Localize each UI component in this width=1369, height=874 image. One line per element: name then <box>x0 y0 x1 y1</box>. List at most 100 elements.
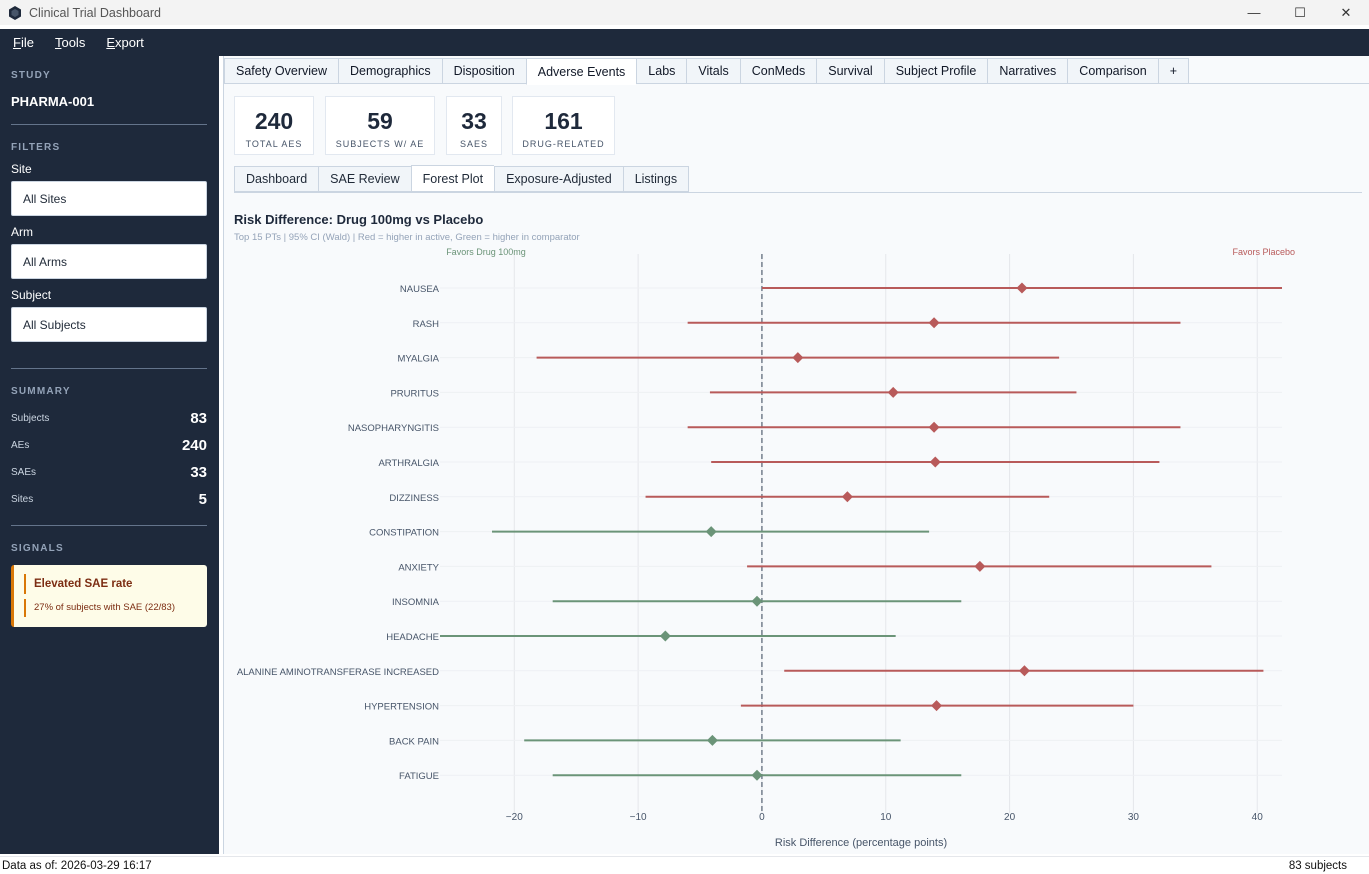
kpi-label: TOTAL AES <box>245 139 303 149</box>
signals-heading: SIGNALS <box>11 543 64 554</box>
tab-subject-profile[interactable]: Subject Profile <box>883 58 988 84</box>
tab-narratives[interactable]: Narratives <box>987 58 1068 84</box>
risk-difference-point <box>929 456 941 468</box>
subtab-forest-plot[interactable]: Forest Plot <box>410 165 495 192</box>
y-tick-label: ALANINE AMINOTRANSFERASE INCREASED <box>237 667 439 678</box>
risk-difference-point <box>928 421 940 433</box>
forest-plot: Favors Drug 100mg Favors Placebo NAUSEA RAS… <box>237 247 1295 849</box>
x-tick-label: −10 <box>630 812 647 823</box>
kpi-value: 240 <box>254 108 294 134</box>
sidebar-divider <box>11 368 207 369</box>
main-panel: Safety Overview Demographics Disposition… <box>223 56 1369 854</box>
add-tab-button[interactable]: + <box>1157 58 1189 84</box>
menu-file[interactable]: File <box>13 35 34 50</box>
summary-value: 33 <box>190 464 207 481</box>
site-filter-select[interactable]: All Sites <box>11 181 207 216</box>
arm-filter-select[interactable]: All Arms <box>11 244 207 279</box>
chart-title: Risk Difference: Drug 100mg vs Placebo <box>234 212 484 227</box>
favors-placebo-annotation: Favors Placebo <box>1232 247 1295 257</box>
main-tabs: Safety Overview Demographics Disposition… <box>224 58 1189 85</box>
tab-vitals[interactable]: Vitals <box>686 58 740 84</box>
x-tick-label: 10 <box>880 812 892 823</box>
sidebar: STUDY PHARMA-001 FILTERS Site All Sites … <box>0 56 219 854</box>
menu-bar: File Tools Export <box>0 29 1369 56</box>
study-heading: STUDY <box>11 70 51 81</box>
tab-conmeds[interactable]: ConMeds <box>739 58 817 84</box>
minimize-button[interactable]: — <box>1247 5 1261 20</box>
app-logo-icon <box>9 5 21 20</box>
close-button[interactable]: ✕ <box>1340 4 1352 20</box>
y-tick-label: DIZZINESS <box>389 493 439 504</box>
x-tick-label: 20 <box>1004 812 1016 823</box>
y-tick-label: RASH <box>413 319 440 330</box>
risk-difference-point <box>841 491 853 503</box>
tab-survival[interactable]: Survival <box>816 58 884 84</box>
summary-heading: SUMMARY <box>11 386 71 397</box>
risk-difference-point <box>928 317 940 329</box>
study-name: PHARMA-001 <box>11 94 95 109</box>
maximize-button[interactable]: ☐ <box>1294 4 1306 20</box>
kpi-value: 59 <box>367 108 393 134</box>
risk-difference-point <box>706 734 718 746</box>
y-tick-label: ARTHRALGIA <box>378 458 439 469</box>
filters-heading: FILTERS <box>11 142 61 153</box>
y-tick-label: FATIGUE <box>399 771 439 782</box>
risk-difference-point <box>705 526 717 538</box>
kpi-value: 33 <box>461 108 487 134</box>
x-tick-label: 30 <box>1128 812 1140 823</box>
subject-filter-select[interactable]: All Subjects <box>11 307 207 342</box>
risk-difference-point <box>1018 665 1030 677</box>
summary-row-aes: AEs 240 <box>11 437 207 454</box>
subtab-dashboard[interactable]: Dashboard <box>234 166 319 192</box>
title-bar: Clinical Trial Dashboard — ☐ ✕ <box>0 0 1369 25</box>
sidebar-divider <box>11 124 207 125</box>
kpi-label: DRUG-RELATED <box>522 139 605 149</box>
y-tick-label: CONSTIPATION <box>369 528 439 539</box>
signal-card[interactable]: Elevated SAE rate 27% of subjects with S… <box>11 565 207 627</box>
risk-difference-point <box>974 560 986 572</box>
risk-difference-point <box>931 700 943 712</box>
chart-subtitle: Top 15 PTs | 95% CI (Wald) | Red = highe… <box>234 232 580 243</box>
x-tick-label: −20 <box>506 812 523 823</box>
arm-filter-label: Arm <box>11 225 33 239</box>
summary-label: Subjects <box>11 413 50 424</box>
summary-row-saes: SAEs 33 <box>11 464 207 481</box>
subtab-exposure-adjusted[interactable]: Exposure-Adjusted <box>494 166 623 192</box>
subtab-divider <box>234 192 1362 193</box>
y-tick-label: HEADACHE <box>386 632 439 643</box>
risk-difference-point <box>792 352 804 364</box>
risk-difference-point <box>659 630 671 642</box>
summary-value: 240 <box>181 437 207 454</box>
risk-difference-point <box>887 386 899 398</box>
summary-row-subjects: Subjects 83 <box>11 410 207 427</box>
y-tick-label: INSOMNIA <box>392 597 440 608</box>
kpi-card-drug-related: 161 DRUG-RELATED <box>512 96 615 155</box>
kpi-label: SUBJECTS W/ AE <box>335 139 425 149</box>
menu-export[interactable]: Export <box>106 35 144 50</box>
y-tick-label: BACK PAIN <box>389 736 439 747</box>
kpi-card-total-aes: 240 TOTAL AES <box>234 96 314 155</box>
summary-value: 5 <box>198 491 207 508</box>
signal-title: Elevated SAE rate <box>24 574 132 594</box>
subtab-listings[interactable]: Listings <box>622 166 690 192</box>
subject-count: 83 subjects <box>1288 860 1347 872</box>
y-tick-label: PRURITUS <box>390 388 439 399</box>
tab-adverse-events[interactable]: Adverse Events <box>525 58 637 85</box>
tab-demographics[interactable]: Demographics <box>338 58 442 84</box>
y-tick-label: HYPERTENSION <box>364 702 439 713</box>
risk-difference-point <box>751 769 763 781</box>
summary-row-sites: Sites 5 <box>11 491 207 508</box>
window-title: Clinical Trial Dashboard <box>29 5 162 20</box>
subtab-sae-review[interactable]: SAE Review <box>318 166 411 192</box>
favors-drug-annotation: Favors Drug 100mg <box>446 247 526 257</box>
tab-safety-overview[interactable]: Safety Overview <box>224 58 339 84</box>
menu-tools[interactable]: Tools <box>54 35 86 50</box>
y-tick-label: MYALGIA <box>397 354 439 365</box>
summary-label: AEs <box>11 440 30 451</box>
tab-labs[interactable]: Labs <box>636 58 687 84</box>
tab-comparison[interactable]: Comparison <box>1067 58 1158 84</box>
tab-disposition[interactable]: Disposition <box>441 58 526 84</box>
y-tick-label: NAUSEA <box>400 284 440 295</box>
y-tick-label: ANXIETY <box>398 562 439 573</box>
x-tick-label: 40 <box>1252 812 1264 823</box>
